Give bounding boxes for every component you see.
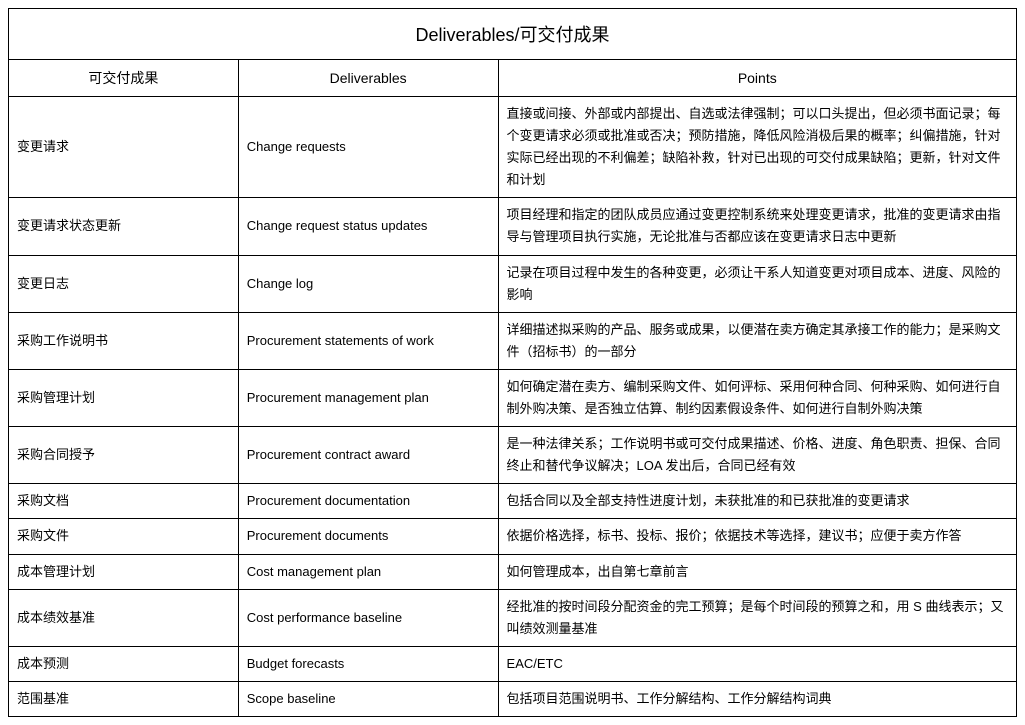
cell-points: 直接或间接、外部或内部提出、自选或法律强制；可以口头提出，但必须书面记录；每个变… (498, 97, 1016, 198)
cell-points: 如何管理成本，出自第七章前言 (498, 554, 1016, 589)
cell-points: EAC/ETC (498, 646, 1016, 681)
cell-cn: 采购工作说明书 (9, 312, 239, 369)
cell-en: Cost performance baseline (238, 589, 498, 646)
cell-cn: 变更请求状态更新 (9, 198, 239, 255)
cell-en: Procurement contract award (238, 427, 498, 484)
cell-points: 包括合同以及全部支持性进度计划，未获批准的和已获批准的变更请求 (498, 484, 1016, 519)
cell-points: 项目经理和指定的团队成员应通过变更控制系统来处理变更请求，批准的变更请求由指导与… (498, 198, 1016, 255)
table-row: 采购合同授予Procurement contract award是一种法律关系；… (9, 427, 1017, 484)
column-header-points: Points (498, 60, 1016, 97)
cell-cn: 成本预测 (9, 646, 239, 681)
cell-points: 如何确定潜在卖方、编制采购文件、如何评标、采用何种合同、何种采购、如何进行自制外… (498, 369, 1016, 426)
cell-en: Procurement documents (238, 519, 498, 554)
cell-cn: 变更请求 (9, 97, 239, 198)
cell-en: Change requests (238, 97, 498, 198)
cell-cn: 变更日志 (9, 255, 239, 312)
cell-points: 是一种法律关系；工作说明书或可交付成果描述、价格、进度、角色职责、担保、合同终止… (498, 427, 1016, 484)
cell-cn: 成本管理计划 (9, 554, 239, 589)
cell-en: Change request status updates (238, 198, 498, 255)
cell-cn: 采购管理计划 (9, 369, 239, 426)
cell-points: 记录在项目过程中发生的各种变更，必须让干系人知道变更对项目成本、进度、风险的影响 (498, 255, 1016, 312)
cell-points: 经批准的按时间段分配资金的完工预算；是每个时间段的预算之和，用 S 曲线表示；又… (498, 589, 1016, 646)
table-row: 变更日志Change log记录在项目过程中发生的各种变更，必须让干系人知道变更… (9, 255, 1017, 312)
table-row: 采购文件Procurement documents依据价格选择，标书、投标、报价… (9, 519, 1017, 554)
cell-cn: 采购文件 (9, 519, 239, 554)
table-title: Deliverables/可交付成果 (9, 9, 1017, 60)
cell-cn: 采购合同授予 (9, 427, 239, 484)
cell-points: 详细描述拟采购的产品、服务或成果，以便潜在卖方确定其承接工作的能力；是采购文件（… (498, 312, 1016, 369)
table-row: 变更请求状态更新Change request status updates项目经… (9, 198, 1017, 255)
table-row: 范围基准Scope baseline包括项目范围说明书、工作分解结构、工作分解结… (9, 681, 1017, 716)
cell-en: Cost management plan (238, 554, 498, 589)
table-row: 采购工作说明书Procurement statements of work详细描… (9, 312, 1017, 369)
deliverables-table: Deliverables/可交付成果 可交付成果 Deliverables Po… (8, 8, 1017, 717)
table-row: 变更请求Change requests直接或间接、外部或内部提出、自选或法律强制… (9, 97, 1017, 198)
cell-cn: 成本绩效基准 (9, 589, 239, 646)
cell-en: Change log (238, 255, 498, 312)
cell-points: 依据价格选择，标书、投标、报价；依据技术等选择，建议书；应便于卖方作答 (498, 519, 1016, 554)
column-header-en: Deliverables (238, 60, 498, 97)
cell-cn: 采购文档 (9, 484, 239, 519)
table-row: 成本预测Budget forecastsEAC/ETC (9, 646, 1017, 681)
table-row: 成本绩效基准Cost performance baseline经批准的按时间段分… (9, 589, 1017, 646)
cell-en: Procurement statements of work (238, 312, 498, 369)
table-row: 成本管理计划Cost management plan如何管理成本，出自第七章前言 (9, 554, 1017, 589)
cell-en: Procurement management plan (238, 369, 498, 426)
cell-en: Procurement documentation (238, 484, 498, 519)
cell-cn: 范围基准 (9, 681, 239, 716)
cell-en: Budget forecasts (238, 646, 498, 681)
table-row: 采购管理计划Procurement management plan如何确定潜在卖… (9, 369, 1017, 426)
cell-en: Scope baseline (238, 681, 498, 716)
cell-points: 包括项目范围说明书、工作分解结构、工作分解结构词典 (498, 681, 1016, 716)
column-header-cn: 可交付成果 (9, 60, 239, 97)
table-row: 采购文档Procurement documentation包括合同以及全部支持性… (9, 484, 1017, 519)
